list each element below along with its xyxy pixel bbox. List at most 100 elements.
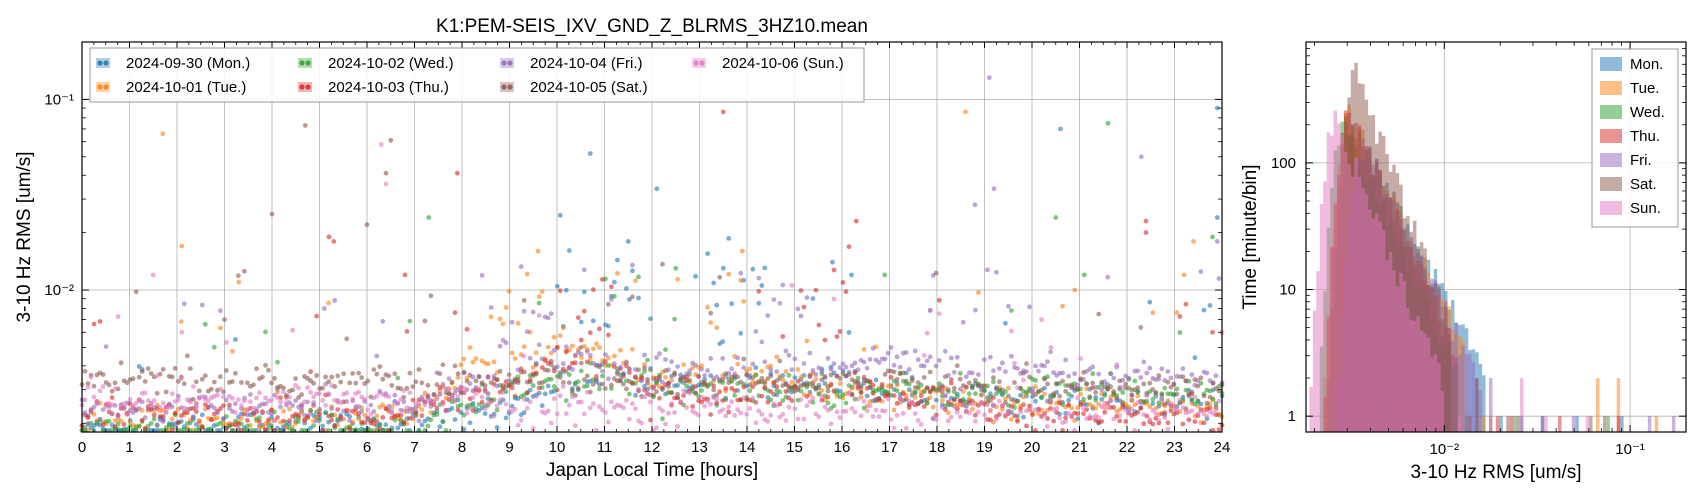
scatter-outlier-point: [179, 243, 185, 249]
histogram-bar: [1616, 416, 1621, 432]
scatter-point: [85, 384, 91, 390]
histogram-bar: [1381, 229, 1386, 432]
scatter-point: [786, 404, 792, 410]
scatter-point: [221, 394, 226, 400]
scatter-point: [615, 369, 620, 375]
scatter-point: [1123, 419, 1129, 424]
scatter-point: [1006, 393, 1011, 399]
scatter-point: [888, 374, 894, 380]
scatter-point: [774, 354, 780, 360]
scatter-point: [1180, 374, 1186, 380]
scatter-point: [151, 398, 157, 403]
scatter-point: [536, 385, 542, 391]
scatter-point: [988, 398, 993, 403]
scatter-point: [233, 370, 238, 376]
scatter-point: [1015, 385, 1020, 390]
histogram-bar: [1558, 416, 1562, 432]
scatter-point: [994, 416, 999, 422]
scatter-point: [660, 379, 665, 385]
scatter-point: [795, 367, 801, 372]
scatter-point: [879, 384, 885, 390]
histogram-legend-label: Wed.: [1630, 104, 1665, 121]
scatter-point: [936, 311, 942, 316]
scatter-outlier-point: [150, 272, 156, 278]
scatter-outlier-point: [1058, 126, 1063, 132]
scatter-point: [224, 368, 229, 373]
scatter-outlier-point: [587, 151, 593, 156]
histogram-bar: [1506, 416, 1510, 432]
scatter-outlier-point: [1214, 215, 1220, 220]
scatter-point: [503, 305, 509, 310]
scatter-point: [852, 370, 858, 376]
scatter-point: [939, 384, 945, 390]
scatter-point: [666, 384, 671, 389]
scatter-point: [590, 381, 596, 387]
scatter-point: [723, 371, 729, 376]
histogram-bar: [1495, 416, 1500, 432]
histogram-legend-swatch: [1600, 81, 1622, 95]
scatter-point: [843, 408, 849, 414]
scatter-point: [578, 368, 584, 374]
scatter-point: [1165, 369, 1171, 374]
scatter-point: [1192, 355, 1198, 361]
scatter-point: [425, 382, 431, 388]
scatter-point: [236, 273, 241, 279]
scatter-point: [491, 413, 497, 419]
scatter-point: [669, 378, 674, 383]
scatter-point: [642, 362, 647, 367]
scatter-point: [590, 287, 596, 292]
scatter-point: [936, 387, 942, 393]
scatter-point: [822, 381, 828, 386]
scatter-point: [654, 425, 659, 431]
scatter-point: [819, 388, 825, 393]
scatter-point: [578, 351, 584, 357]
scatter-point: [819, 369, 825, 375]
scatter-point: [717, 389, 723, 395]
scatter-point: [221, 416, 226, 422]
scatter-point: [837, 415, 843, 420]
scatter-point: [398, 397, 404, 402]
scatter-point: [912, 348, 918, 354]
scatter-point: [281, 418, 286, 424]
scatter-axes: 0 1 2 3 4 5 6 7 8 9 10 11 12 13 14 15 16 17 18 19 20 21 22 23 24…: [44, 41, 1230, 456]
histogram-bars: [1309, 62, 1676, 433]
scatter-point: [293, 376, 298, 381]
scatter-point: [377, 364, 383, 369]
scatter-point: [218, 308, 223, 314]
scatter-point: [380, 376, 386, 382]
scatter-point: [831, 361, 837, 367]
scatter-point: [753, 400, 759, 405]
scatter-outlier-point: [383, 181, 389, 187]
scatter-point: [732, 413, 738, 418]
histogram-bar: [1513, 416, 1517, 432]
scatter-legend-marker: [299, 84, 305, 90]
scatter-point: [341, 408, 347, 414]
scatter-x-tick-label: 14: [739, 439, 756, 456]
scatter-point: [479, 399, 485, 405]
scatter-point: [202, 321, 208, 327]
scatter-point: [233, 337, 238, 342]
scatter-point: [91, 321, 97, 327]
scatter-point: [988, 407, 993, 413]
scatter-point: [557, 369, 563, 375]
scatter-point: [452, 417, 458, 422]
scatter-point: [639, 420, 644, 426]
scatter-x-tick-label: 7: [410, 439, 418, 456]
scatter-point: [762, 380, 768, 386]
scatter-point: [684, 405, 689, 410]
scatter-point: [753, 329, 759, 334]
histogram-legend-entry: Sun.: [1600, 200, 1661, 217]
histogram-bar: [1430, 356, 1434, 432]
scatter-point: [452, 398, 458, 404]
scatter-point: [1183, 301, 1189, 307]
scatter-point: [900, 410, 906, 416]
scatter-point: [82, 410, 88, 416]
scatter-point: [163, 389, 169, 395]
scatter-point: [254, 366, 259, 372]
scatter-point: [215, 392, 220, 398]
scatter-point: [446, 387, 452, 393]
scatter-point: [494, 407, 500, 413]
scatter-point: [437, 391, 443, 397]
scatter-point: [218, 325, 223, 331]
scatter-point: [1135, 393, 1141, 399]
